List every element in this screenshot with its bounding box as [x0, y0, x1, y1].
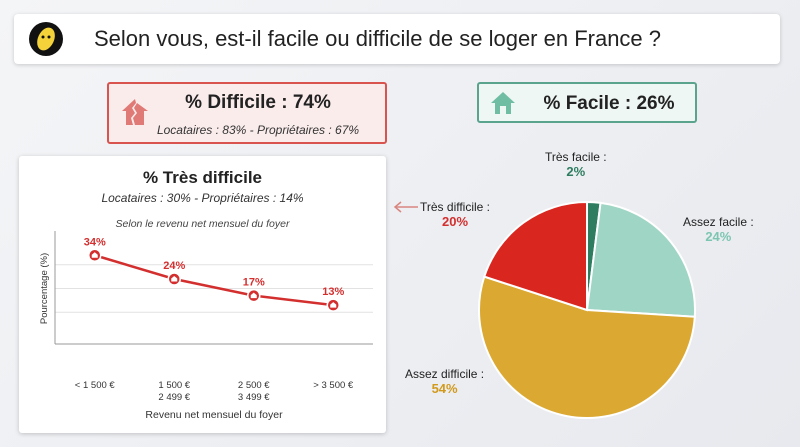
pie-label-pct: 24% — [705, 229, 732, 244]
difficult-summary-card: % Difficile : 74% Locataires : 83% - Pro… — [107, 82, 387, 144]
pie-slice — [585, 201, 696, 318]
easy-headline: % Facile : 26% — [543, 93, 675, 114]
pie-label-pct: 54% — [431, 381, 458, 396]
easy-summary-card: % Facile : 26% — [477, 82, 697, 123]
x-tick-label: 1 500 € — [158, 380, 190, 391]
pie-label-text: Assez difficile : — [405, 367, 485, 381]
pie-label-text: Assez facile : — [683, 215, 754, 229]
arrow-left-icon — [393, 201, 418, 213]
pie-slice — [483, 200, 588, 312]
house-marker-icon — [91, 252, 98, 258]
pie-label-tres-difficile: Très difficile : 20% — [420, 200, 490, 229]
income-line-chart: Pourcentage (%) Revenu net mensuel du foy… — [39, 231, 373, 421]
y-axis-label: Pourcentage (%) — [39, 253, 50, 324]
data-label: 34% — [84, 236, 106, 248]
broken-house-icon — [122, 99, 148, 125]
pie-slice — [478, 275, 696, 419]
very-difficult-panel: % Très difficile Locataires : 30% - Prop… — [19, 156, 386, 433]
house-icon — [491, 92, 515, 114]
panel-title: % Très difficile — [142, 168, 263, 187]
pie-label-pct: 2% — [566, 164, 586, 179]
data-label: 13% — [322, 286, 344, 298]
x-tick-label: 2 500 € — [238, 380, 270, 391]
difficult-headline: % Difficile : 74% — [185, 92, 331, 113]
pie-label-tres-facile: Très facile : 2% — [545, 150, 607, 179]
house-marker-icon — [330, 302, 337, 308]
x-tick-label: < 1 500 € — [75, 380, 116, 391]
series-line — [94, 254, 334, 307]
pie-label-text: Très facile : — [545, 150, 607, 164]
pie-label-pct: 20% — [442, 214, 469, 229]
page-title: Selon vous, est-il facile ou difficile d… — [94, 26, 662, 51]
house-marker-icon — [171, 276, 178, 282]
data-label: 17% — [243, 277, 265, 289]
house-marker-icon — [250, 292, 257, 299]
data-label: 24% — [163, 260, 185, 272]
x-tick-label: 2 499 € — [158, 392, 190, 403]
panel-note: Selon le revenu net mensuel du foyer — [115, 218, 290, 230]
panel-subtitle: Locataires : 30% - Propriétaires : 14% — [101, 191, 304, 205]
pie-label-assez-difficile: Assez difficile : 54% — [405, 367, 484, 396]
x-tick-label: > 3 500 € — [313, 380, 354, 391]
difficult-detail: Locataires : 83% - Propriétaires : 67% — [156, 123, 360, 137]
pie-label-text: Très difficile : — [420, 200, 491, 214]
pie-chart — [478, 200, 696, 419]
header-bar: Selon vous, est-il facile ou difficile d… — [14, 14, 780, 64]
pie-label-assez-facile: Assez facile : 24% — [683, 215, 754, 244]
x-axis-label: Revenu net mensuel du foyer — [145, 409, 283, 421]
x-tick-label: 3 499 € — [238, 392, 270, 403]
lemon-logo-icon — [29, 22, 63, 56]
